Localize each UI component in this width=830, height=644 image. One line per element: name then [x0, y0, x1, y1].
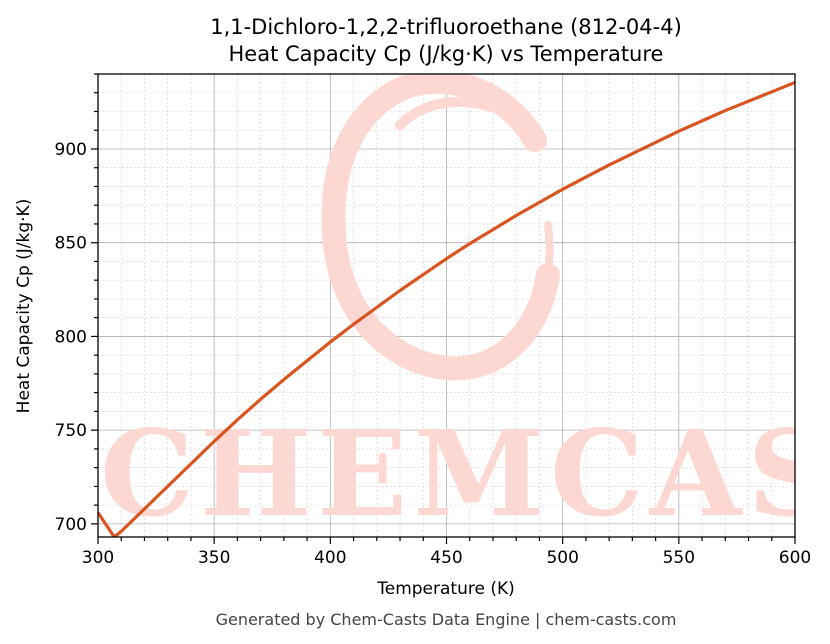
x-tick-label: 600	[779, 548, 811, 568]
y-tick-label: 850	[55, 234, 87, 254]
chart-subtitle: Heat Capacity Cp (J/kg·K) vs Temperature	[229, 42, 664, 66]
x-tick-label: 550	[663, 548, 695, 568]
footer-credit: Generated by Chem-Casts Data Engine | ch…	[216, 610, 677, 629]
y-axis: 700 750 800 850 900	[55, 73, 98, 535]
y-tick-label: 800	[55, 327, 87, 347]
y-tick-label: 750	[55, 421, 87, 441]
x-tick-label: 350	[198, 548, 230, 568]
watermark-text: CHEMCASTS	[100, 404, 830, 543]
y-axis-label: Heat Capacity Cp (J/kg·K)	[14, 199, 34, 414]
x-tick-label: 400	[314, 548, 346, 568]
chart-title: 1,1-Dichloro-1,2,2-trifluoroethane (812-…	[210, 15, 682, 39]
y-tick-label: 900	[55, 140, 87, 160]
series-line	[98, 80, 795, 537]
major-grid	[97, 74, 796, 537]
y-tick-label: 700	[55, 515, 87, 535]
watermark: CHEMCASTS	[100, 74, 830, 543]
x-tick-label: 500	[546, 548, 578, 568]
x-tick-label: 300	[82, 548, 114, 568]
watermark-swirl-logo	[321, 74, 560, 381]
x-axis-label: Temperature (K)	[376, 579, 515, 599]
x-axis: 300 350 400 450 500 550 600	[82, 537, 811, 568]
x-tick-label: 450	[430, 548, 462, 568]
